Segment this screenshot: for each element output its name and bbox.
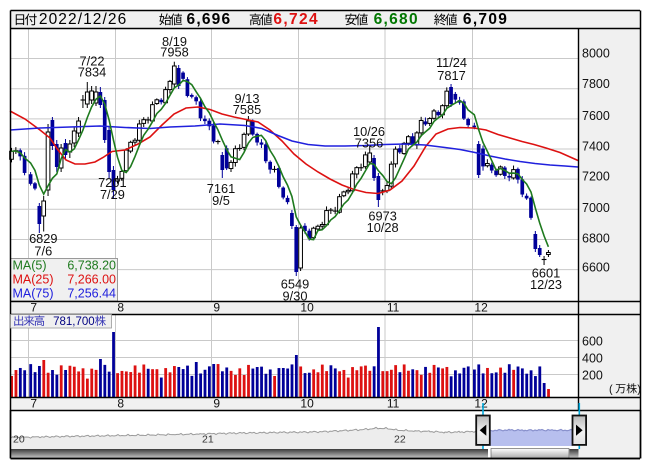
svg-text:10: 10: [300, 397, 314, 411]
svg-text:22: 22: [394, 434, 406, 446]
svg-text:7600: 7600: [582, 109, 610, 123]
svg-text:7800: 7800: [582, 77, 610, 91]
svg-text:6,709: 6,709: [463, 11, 507, 28]
svg-text:7834: 7834: [78, 64, 106, 79]
svg-text:7/29: 7/29: [100, 187, 125, 202]
svg-text:6973: 6973: [368, 209, 396, 224]
svg-text:7356: 7356: [355, 136, 383, 151]
svg-text:7: 7: [30, 301, 37, 315]
svg-text:7200: 7200: [582, 170, 610, 184]
svg-text:6601: 6601: [532, 266, 560, 281]
svg-text:2022/12/26: 2022/12/26: [39, 11, 126, 28]
svg-text:7/22: 7/22: [80, 53, 105, 68]
svg-text:9: 9: [213, 397, 220, 411]
svg-text:9/30: 9/30: [283, 289, 308, 304]
svg-text:9: 9: [213, 301, 220, 315]
svg-text:11: 11: [387, 397, 400, 411]
svg-text:MA(25): MA(25): [13, 273, 54, 287]
svg-text:8: 8: [117, 397, 124, 411]
svg-text:10/26: 10/26: [353, 124, 385, 139]
svg-text:7201: 7201: [98, 175, 126, 190]
svg-text:MA(75): MA(75): [13, 287, 54, 301]
svg-text:7400: 7400: [582, 140, 610, 154]
svg-text:7/6: 7/6: [34, 243, 52, 258]
svg-text:7: 7: [30, 397, 37, 411]
svg-text:7,266.00: 7,266.00: [67, 273, 116, 287]
svg-text:(: (: [609, 384, 613, 396]
svg-text:20: 20: [13, 434, 25, 446]
svg-text:9/13: 9/13: [235, 91, 260, 106]
svg-text:10: 10: [300, 301, 314, 315]
svg-text:6,724: 6,724: [273, 11, 318, 28]
svg-text:7,256.44: 7,256.44: [67, 287, 116, 301]
svg-text:10/28: 10/28: [367, 220, 399, 235]
svg-text:8: 8: [117, 301, 124, 315]
svg-text:8000: 8000: [582, 46, 610, 60]
svg-text:): ): [637, 384, 641, 396]
svg-text:7585: 7585: [233, 102, 261, 117]
svg-text:200: 200: [582, 368, 603, 382]
svg-text:9/5: 9/5: [212, 193, 230, 208]
svg-text:12: 12: [474, 301, 488, 315]
svg-text:6829: 6829: [29, 231, 57, 246]
svg-text:781,700: 781,700: [53, 316, 95, 328]
svg-text:8/19: 8/19: [162, 34, 187, 49]
svg-text:11/24: 11/24: [436, 55, 467, 70]
svg-text:12/23: 12/23: [530, 277, 562, 292]
svg-text:6800: 6800: [582, 232, 610, 246]
svg-text:6600: 6600: [582, 260, 610, 274]
svg-text:400: 400: [582, 351, 603, 365]
svg-text:600: 600: [582, 334, 603, 348]
svg-text:6,680: 6,680: [374, 11, 418, 28]
svg-text:7000: 7000: [582, 201, 610, 215]
svg-text:11: 11: [387, 301, 400, 315]
svg-text:6,696: 6,696: [187, 11, 231, 28]
svg-text:7817: 7817: [437, 68, 465, 83]
svg-text:6549: 6549: [281, 277, 309, 292]
svg-text:MA(5): MA(5): [13, 259, 47, 273]
svg-text:6,738.20: 6,738.20: [67, 259, 116, 273]
svg-text:7958: 7958: [160, 45, 188, 60]
svg-text:12: 12: [474, 397, 488, 411]
svg-text:21: 21: [202, 434, 214, 446]
svg-text:7161: 7161: [207, 181, 235, 196]
